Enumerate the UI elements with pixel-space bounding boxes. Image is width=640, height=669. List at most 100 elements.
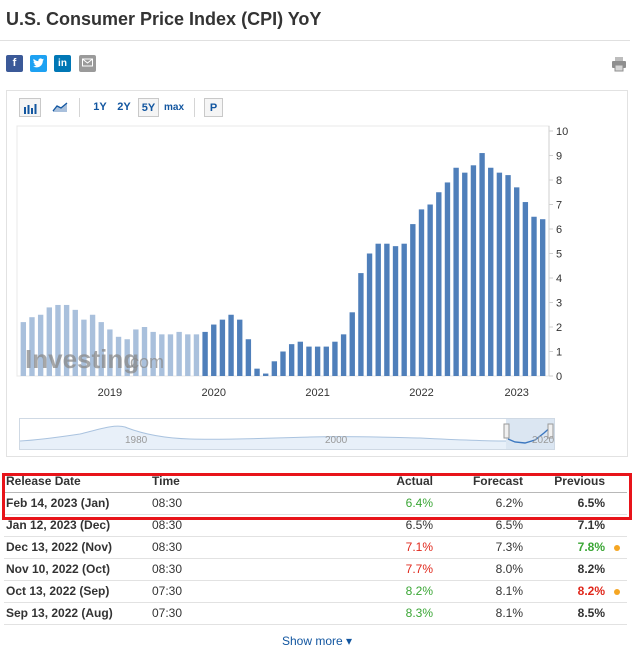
- cpi-bar[interactable]: [141, 327, 148, 376]
- cpi-bar[interactable]: [228, 314, 234, 376]
- show-more-link[interactable]: Show more ▾: [282, 634, 353, 648]
- range-max-button[interactable]: max: [163, 102, 184, 113]
- cpi-bar[interactable]: [280, 351, 286, 377]
- cpi-bar[interactable]: [479, 153, 485, 376]
- cpi-bar[interactable]: [323, 346, 329, 376]
- linkedin-share-button[interactable]: in: [54, 55, 71, 72]
- cpi-bar[interactable]: [185, 334, 191, 376]
- cpi-bar[interactable]: [115, 336, 122, 376]
- cpi-bar[interactable]: [211, 324, 217, 376]
- watermark-com: .com: [125, 352, 164, 372]
- actual-cell: 6.5%: [375, 514, 435, 537]
- cpi-bar[interactable]: [55, 304, 61, 376]
- forecast-cell: 8.0%: [435, 558, 525, 581]
- chart-navigator[interactable]: 1980 2000 2020: [19, 418, 555, 450]
- cpi-bar[interactable]: [81, 319, 87, 376]
- cpi-bar[interactable]: [358, 273, 364, 376]
- cpi-bar[interactable]: [37, 314, 44, 376]
- cpi-bar[interactable]: [453, 167, 459, 376]
- cpi-bar[interactable]: [263, 373, 269, 376]
- cpi-bar[interactable]: [401, 243, 407, 376]
- cpi-bar[interactable]: [150, 331, 156, 376]
- cpi-bar[interactable]: [46, 307, 52, 376]
- cpi-bar[interactable]: [107, 329, 113, 376]
- cpi-bar[interactable]: [505, 175, 511, 376]
- cpi-bar[interactable]: [193, 334, 200, 376]
- cpi-bar[interactable]: [496, 172, 503, 376]
- cpi-bar[interactable]: [124, 339, 130, 376]
- time-cell: 08:30: [150, 492, 375, 515]
- twitter-share-button[interactable]: [30, 55, 47, 72]
- y-tick-label: 0: [556, 371, 562, 383]
- cpi-bar[interactable]: [392, 246, 399, 376]
- cpi-bar[interactable]: [470, 165, 477, 376]
- cpi-bar[interactable]: [539, 219, 546, 376]
- cpi-bar[interactable]: [410, 224, 416, 376]
- revision-cell: [607, 580, 627, 603]
- cpi-bar[interactable]: [237, 319, 243, 376]
- cpi-bar[interactable]: [29, 317, 35, 376]
- x-tick-label: 2022: [409, 387, 433, 399]
- revised-indicator-icon[interactable]: [614, 545, 620, 551]
- cpi-bar[interactable]: [72, 309, 78, 376]
- print-icon: [612, 57, 626, 72]
- cpi-bar[interactable]: [89, 314, 96, 376]
- cpi-bar[interactable]: [176, 331, 182, 376]
- navigator-left-handle[interactable]: [503, 423, 510, 439]
- header-time[interactable]: Time: [150, 470, 375, 493]
- header-release-date[interactable]: Release Date: [4, 470, 150, 493]
- cpi-bar[interactable]: [340, 334, 347, 376]
- range-5y-button[interactable]: 5Y: [138, 98, 159, 117]
- cpi-bar[interactable]: [444, 182, 451, 376]
- cpi-bar[interactable]: [522, 202, 529, 376]
- y-tick-label: 8: [556, 175, 562, 187]
- cpi-bar[interactable]: [202, 331, 208, 376]
- revised-indicator-icon[interactable]: [614, 589, 620, 595]
- area-chart-button[interactable]: [49, 98, 71, 117]
- cpi-bar[interactable]: [271, 361, 278, 376]
- cpi-bar[interactable]: [514, 187, 520, 376]
- cpi-bar[interactable]: [306, 346, 312, 376]
- cpi-bar[interactable]: [133, 329, 139, 376]
- cpi-bar[interactable]: [219, 319, 226, 376]
- cpi-bar[interactable]: [375, 243, 381, 376]
- cpi-bar[interactable]: [436, 192, 442, 376]
- cpi-bar[interactable]: [245, 339, 252, 376]
- y-tick-label: 3: [556, 298, 562, 310]
- cpi-bar-chart: Investing .com 0 1 2 3 4 5 6 7 8 9 10 2019 2020 2021…: [16, 125, 568, 399]
- bar-chart-icon: [24, 104, 37, 114]
- cpi-bar[interactable]: [418, 209, 425, 376]
- header-actual[interactable]: Actual: [375, 470, 435, 493]
- range-2y-button[interactable]: 2Y: [117, 101, 131, 113]
- cpi-bar[interactable]: [314, 346, 321, 376]
- cpi-bar[interactable]: [20, 322, 27, 376]
- range-1y-button[interactable]: 1Y: [93, 101, 107, 113]
- header-previous[interactable]: Previous: [525, 470, 607, 493]
- cpi-bar[interactable]: [98, 322, 104, 376]
- bar-chart-button[interactable]: [19, 98, 41, 117]
- cpi-bar[interactable]: [462, 172, 468, 376]
- navigator-right-handle[interactable]: [547, 423, 554, 439]
- cpi-bar[interactable]: [531, 216, 537, 376]
- header-forecast[interactable]: Forecast: [435, 470, 525, 493]
- forecast-cell: 8.1%: [435, 602, 525, 625]
- cpi-bar[interactable]: [427, 204, 433, 377]
- cpi-bar[interactable]: [384, 243, 390, 376]
- facebook-share-button[interactable]: f: [6, 55, 23, 72]
- previous-cell: 6.5%: [525, 492, 607, 515]
- email-share-button[interactable]: [79, 55, 96, 72]
- cpi-bar[interactable]: [332, 341, 338, 376]
- cpi-bar[interactable]: [159, 334, 165, 376]
- cpi-bar[interactable]: [297, 341, 303, 376]
- cpi-bar[interactable]: [167, 334, 174, 376]
- release-date-cell: Nov 10, 2022 (Oct): [4, 558, 150, 581]
- cpi-bar[interactable]: [254, 368, 260, 376]
- cpi-bar[interactable]: [349, 312, 355, 376]
- cpi-bar[interactable]: [288, 344, 295, 376]
- p-button[interactable]: P: [204, 98, 223, 117]
- cpi-bar[interactable]: [488, 167, 494, 376]
- chart-container: 1Y 2Y 5Y max P Investing .com 0 1 2 3 4 5 6 7 8 9…: [6, 90, 628, 457]
- print-button[interactable]: [611, 56, 627, 72]
- cpi-bar[interactable]: [366, 253, 373, 377]
- cpi-bar[interactable]: [63, 304, 70, 376]
